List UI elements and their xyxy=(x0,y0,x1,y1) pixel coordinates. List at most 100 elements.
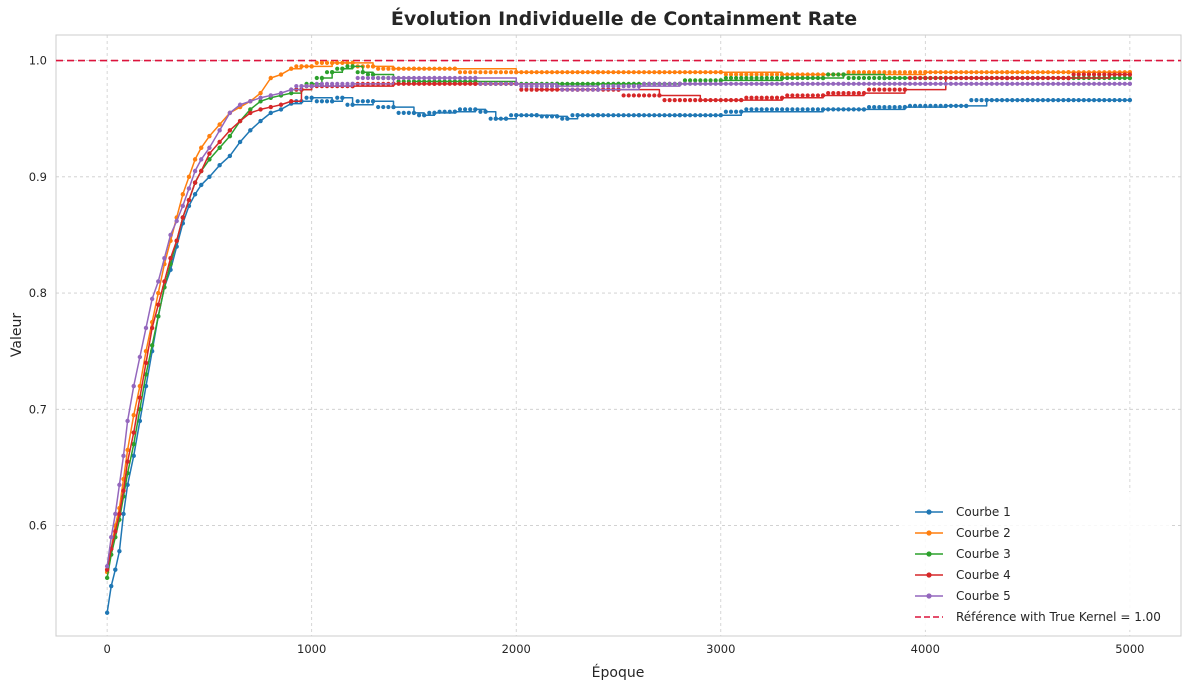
data-point xyxy=(570,70,575,75)
data-point xyxy=(687,113,693,118)
data-point xyxy=(611,70,616,75)
data-point xyxy=(370,75,376,81)
x-tick-label: 1000 xyxy=(297,642,326,656)
data-point xyxy=(268,93,273,98)
data-point xyxy=(744,107,749,112)
data-point xyxy=(406,110,411,115)
data-point xyxy=(938,81,943,86)
data-point xyxy=(1127,97,1133,103)
data-point xyxy=(483,109,488,114)
data-point xyxy=(478,109,483,114)
data-point xyxy=(693,81,698,86)
data-point xyxy=(657,69,662,75)
data-point xyxy=(207,174,212,180)
data-point xyxy=(851,91,856,96)
data-point xyxy=(928,103,933,109)
data-point xyxy=(117,511,122,517)
data-point xyxy=(314,75,319,81)
x-tick-label: 3000 xyxy=(706,642,735,656)
data-point xyxy=(483,81,488,86)
data-point xyxy=(1010,97,1015,103)
data-point xyxy=(595,69,601,75)
data-point xyxy=(795,81,800,86)
data-point xyxy=(473,75,478,81)
data-point xyxy=(237,102,243,107)
data-point xyxy=(657,93,662,98)
data-point xyxy=(227,133,233,139)
data-point xyxy=(1005,97,1010,103)
data-point xyxy=(667,81,672,86)
data-point xyxy=(304,64,309,69)
data-point xyxy=(687,78,693,83)
data-point xyxy=(769,81,775,86)
data-point xyxy=(1112,81,1117,86)
data-point xyxy=(137,354,143,360)
data-point xyxy=(590,81,596,86)
data-point xyxy=(918,70,923,75)
legend-marker xyxy=(926,530,932,536)
data-point xyxy=(121,488,126,493)
data-point xyxy=(754,75,759,81)
data-point xyxy=(1056,81,1061,86)
data-point xyxy=(156,314,161,319)
data-point xyxy=(902,70,907,75)
data-point xyxy=(969,97,974,103)
data-point xyxy=(979,81,984,86)
data-point xyxy=(340,60,345,65)
data-point xyxy=(769,107,775,112)
data-point xyxy=(601,70,606,75)
data-point xyxy=(1010,81,1015,86)
data-point xyxy=(703,78,708,83)
data-point xyxy=(703,97,708,103)
data-point xyxy=(104,567,110,572)
data-point xyxy=(258,99,263,104)
data-point xyxy=(1025,97,1030,103)
data-point xyxy=(877,75,882,81)
data-point xyxy=(851,107,856,112)
data-point xyxy=(999,75,1005,81)
data-point xyxy=(672,81,677,86)
data-point xyxy=(805,93,810,98)
data-point xyxy=(815,75,821,81)
data-point xyxy=(217,128,222,133)
data-point xyxy=(345,81,350,86)
data-point xyxy=(897,104,902,110)
data-point xyxy=(457,70,463,75)
data-point xyxy=(452,66,458,71)
data-point xyxy=(544,87,550,92)
data-point xyxy=(636,113,642,118)
data-point xyxy=(345,64,350,69)
data-point xyxy=(524,113,529,118)
data-point xyxy=(718,97,723,103)
data-point xyxy=(350,81,355,87)
data-point xyxy=(682,70,688,75)
data-point xyxy=(478,81,483,86)
data-point xyxy=(1076,72,1081,77)
data-point xyxy=(493,81,498,86)
data-point xyxy=(180,203,186,209)
data-point xyxy=(948,75,953,81)
data-point xyxy=(131,441,136,447)
data-point xyxy=(790,72,795,77)
data-point xyxy=(1051,97,1056,103)
data-point xyxy=(360,69,366,75)
data-point xyxy=(452,81,457,86)
data-point xyxy=(626,70,631,75)
data-point xyxy=(677,113,683,118)
data-point xyxy=(575,70,580,75)
data-point xyxy=(759,72,764,77)
data-point xyxy=(907,103,913,109)
data-point xyxy=(309,95,314,100)
data-point xyxy=(769,95,775,100)
data-point xyxy=(989,81,994,86)
data-point xyxy=(1086,72,1092,77)
data-point xyxy=(846,70,851,75)
data-point xyxy=(468,75,473,81)
legend-label: Courbe 2 xyxy=(956,526,1011,540)
data-point xyxy=(299,64,304,69)
data-point xyxy=(314,99,319,104)
data-point xyxy=(544,84,550,89)
data-point xyxy=(912,70,918,75)
data-point xyxy=(631,93,636,98)
data-point xyxy=(162,255,167,261)
